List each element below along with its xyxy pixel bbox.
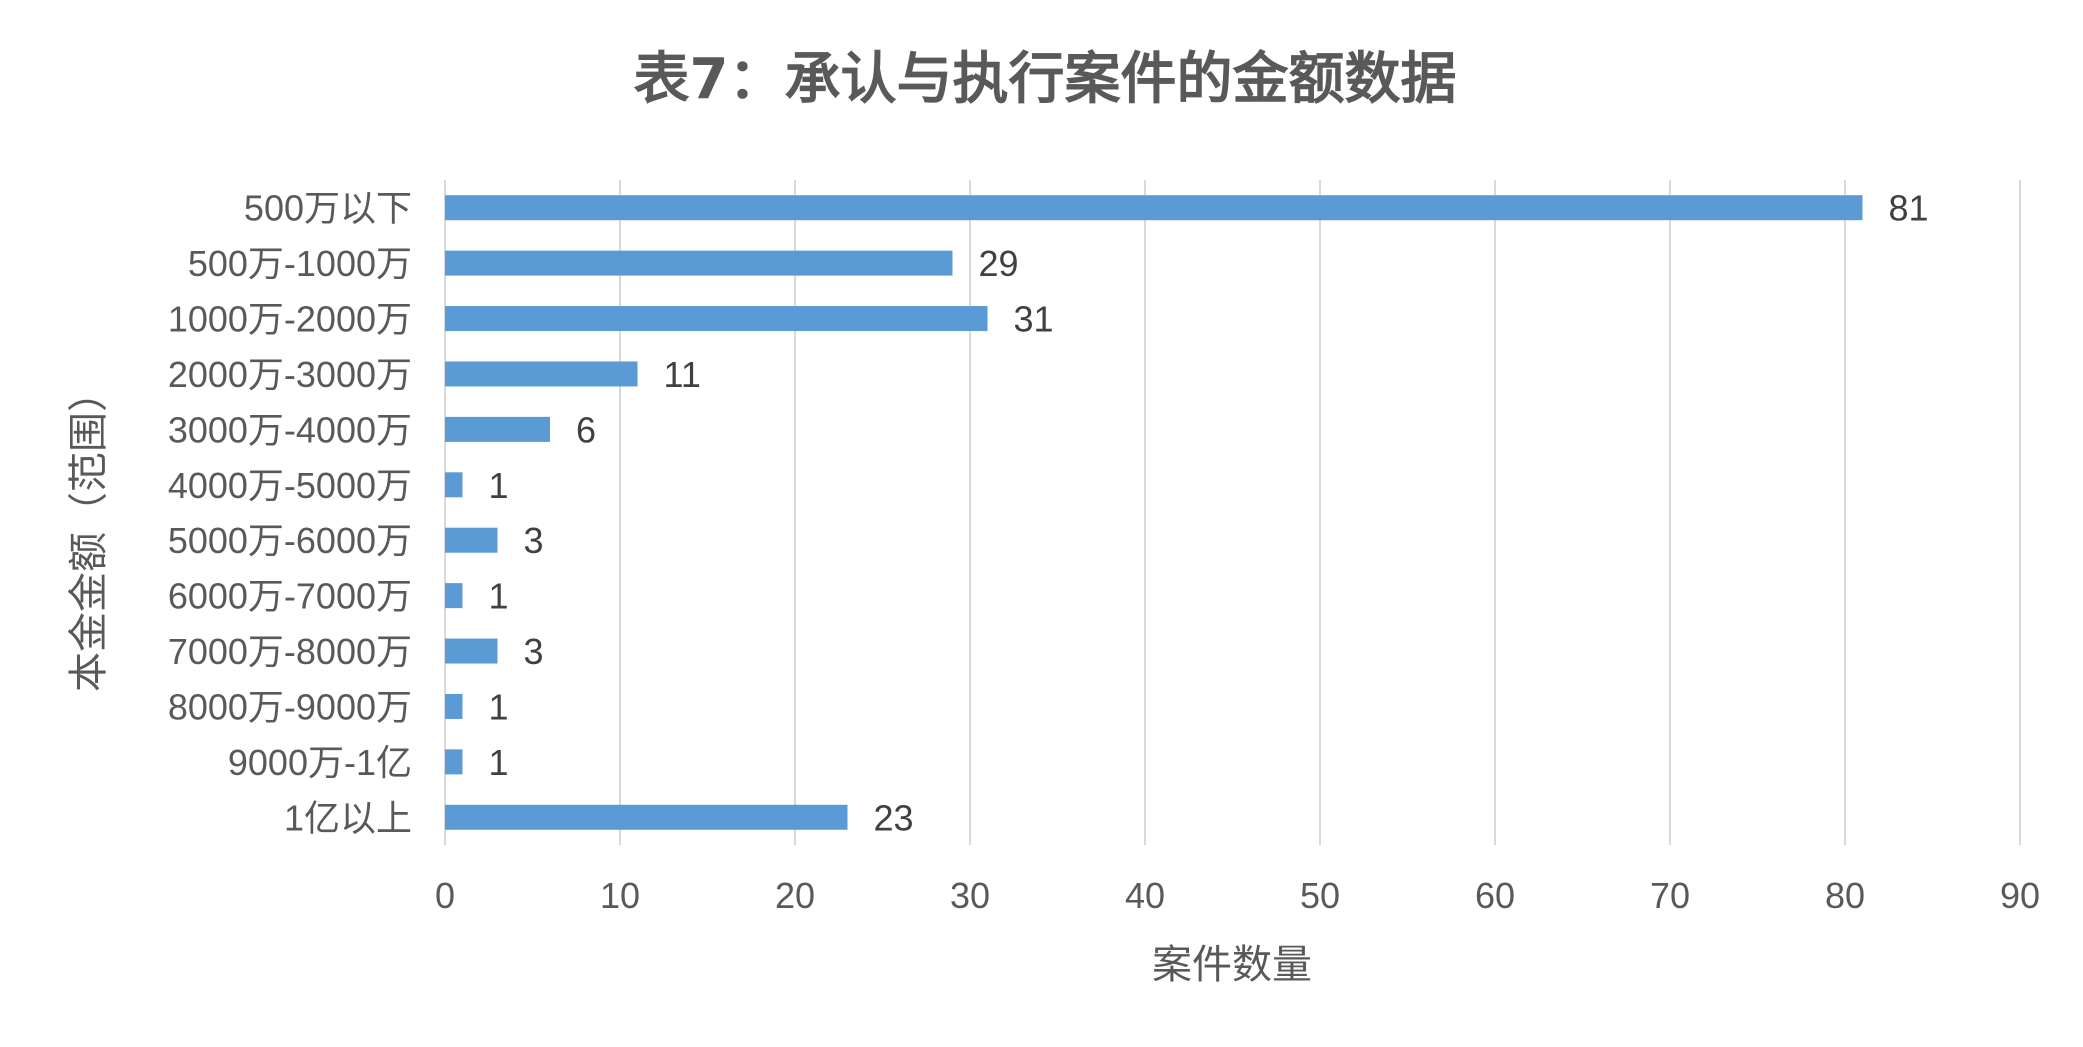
x-tick-label: 70 [1650, 875, 1690, 916]
data-label: 3 [524, 520, 544, 561]
category-label: 5000万-6000万 [168, 520, 412, 561]
bar [445, 306, 988, 332]
bar [445, 638, 498, 664]
category-label: 4000万-5000万 [168, 465, 412, 506]
data-label: 11 [664, 354, 701, 395]
x-tick-label: 30 [950, 875, 990, 916]
bar [445, 804, 848, 830]
category-label: 7000万-8000万 [168, 631, 412, 672]
data-label: 1 [489, 576, 509, 617]
x-tick-label: 90 [2000, 875, 2040, 916]
data-label: 31 [1014, 299, 1054, 340]
data-label: 81 [1889, 188, 1929, 229]
data-label: 29 [979, 243, 1019, 284]
data-label: 1 [489, 742, 509, 783]
x-tick-labels: 0 10 20 30 40 50 60 70 80 90 [435, 875, 2040, 916]
category-label: 1000万-2000万 [168, 299, 412, 340]
bar [445, 195, 1863, 221]
bar [445, 250, 953, 276]
category-label: 1亿以上 [284, 797, 412, 838]
x-tick-label: 60 [1475, 875, 1515, 916]
x-tick-label: 80 [1825, 875, 1865, 916]
category-label: 3000万-4000万 [168, 409, 412, 450]
chart-title: 表7：承认与执行案件的金额数据 [634, 47, 1457, 112]
bar [445, 749, 463, 775]
gridlines [444, 180, 2021, 845]
bar [445, 527, 498, 553]
data-label: 23 [874, 797, 914, 838]
x-tick-label: 20 [775, 875, 815, 916]
bar [445, 416, 550, 442]
category-label: 8000万-9000万 [168, 686, 412, 727]
bar [445, 583, 463, 609]
x-tick-label: 40 [1125, 875, 1165, 916]
y-axis-title: 本金金额（范围） [66, 372, 112, 692]
data-label: 1 [489, 686, 509, 727]
bar [445, 472, 463, 498]
category-label: 500万-1000万 [188, 243, 412, 284]
x-tick-label: 10 [600, 875, 640, 916]
category-labels: 500万以下 500万-1000万 1000万-2000万 2000万-3000万 30… [168, 188, 412, 839]
category-label: 2000万-3000万 [168, 354, 412, 395]
bars [445, 195, 1863, 830]
x-tick-label: 0 [435, 875, 455, 916]
category-label: 6000万-7000万 [168, 576, 412, 617]
x-axis-title: 案件数量 [1152, 942, 1312, 988]
data-label: 3 [524, 631, 544, 672]
x-tick-label: 50 [1300, 875, 1340, 916]
category-label: 500万以下 [244, 188, 412, 229]
bar [445, 361, 638, 387]
bar [445, 693, 463, 719]
data-label: 6 [576, 409, 596, 450]
data-label: 1 [489, 465, 509, 506]
category-label: 9000万-1亿 [228, 742, 412, 783]
